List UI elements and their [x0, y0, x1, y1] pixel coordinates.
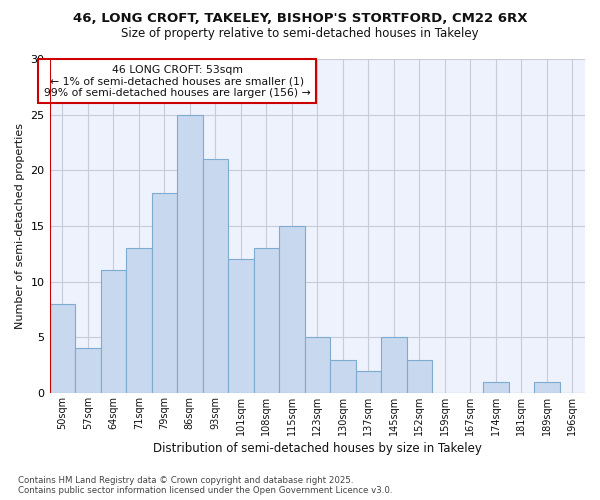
- Bar: [126, 248, 152, 393]
- Bar: [152, 192, 177, 393]
- Text: Contains HM Land Registry data © Crown copyright and database right 2025.
Contai: Contains HM Land Registry data © Crown c…: [18, 476, 392, 495]
- Bar: [101, 270, 126, 393]
- Bar: [279, 226, 305, 393]
- Bar: [381, 338, 407, 393]
- Text: 46 LONG CROFT: 53sqm
← 1% of semi-detached houses are smaller (1)
99% of semi-de: 46 LONG CROFT: 53sqm ← 1% of semi-detach…: [44, 64, 310, 98]
- Bar: [177, 114, 203, 393]
- Bar: [534, 382, 560, 393]
- Bar: [75, 348, 101, 393]
- Bar: [254, 248, 279, 393]
- Bar: [407, 360, 432, 393]
- X-axis label: Distribution of semi-detached houses by size in Takeley: Distribution of semi-detached houses by …: [153, 442, 482, 455]
- Bar: [483, 382, 509, 393]
- Bar: [330, 360, 356, 393]
- Bar: [305, 338, 330, 393]
- Text: Size of property relative to semi-detached houses in Takeley: Size of property relative to semi-detach…: [121, 28, 479, 40]
- Bar: [203, 159, 228, 393]
- Bar: [356, 370, 381, 393]
- Y-axis label: Number of semi-detached properties: Number of semi-detached properties: [15, 123, 25, 329]
- Bar: [228, 260, 254, 393]
- Text: 46, LONG CROFT, TAKELEY, BISHOP'S STORTFORD, CM22 6RX: 46, LONG CROFT, TAKELEY, BISHOP'S STORTF…: [73, 12, 527, 26]
- Bar: [50, 304, 75, 393]
